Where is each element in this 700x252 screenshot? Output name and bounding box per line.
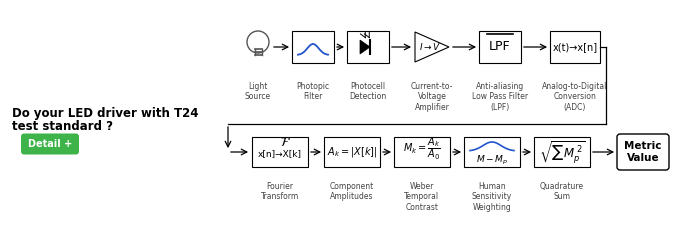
Text: x[n]→X[k]: x[n]→X[k] — [258, 149, 302, 159]
Text: $M-M_p$: $M-M_p$ — [476, 153, 508, 167]
FancyBboxPatch shape — [252, 137, 308, 167]
Text: Light
Source: Light Source — [245, 82, 271, 101]
Text: Analog-to-Digital
Conversion
(ADC): Analog-to-Digital Conversion (ADC) — [542, 82, 608, 112]
FancyBboxPatch shape — [617, 134, 669, 170]
Text: $A_k = |X[k]|$: $A_k = |X[k]|$ — [327, 145, 377, 159]
FancyBboxPatch shape — [394, 137, 450, 167]
Text: x(t)→x[n]: x(t)→x[n] — [552, 42, 598, 52]
FancyBboxPatch shape — [21, 134, 79, 154]
Text: Metric
Value: Metric Value — [624, 141, 661, 163]
Text: Component
Amplitudes: Component Amplitudes — [330, 182, 374, 201]
FancyBboxPatch shape — [479, 31, 521, 63]
FancyBboxPatch shape — [534, 137, 590, 167]
FancyBboxPatch shape — [347, 31, 389, 63]
Text: $I \rightarrow V$: $I \rightarrow V$ — [419, 42, 441, 52]
Text: LPF: LPF — [489, 41, 511, 53]
Text: Quadrature
Sum: Quadrature Sum — [540, 182, 584, 201]
Text: Photopic
Filter: Photopic Filter — [296, 82, 330, 101]
Text: Human
Sensitivity
Weighting: Human Sensitivity Weighting — [472, 182, 512, 212]
Text: test standard ?: test standard ? — [12, 119, 113, 133]
Text: Current-to-
Voltage
Amplifier: Current-to- Voltage Amplifier — [411, 82, 453, 112]
FancyBboxPatch shape — [464, 137, 520, 167]
Text: Fourier
Transform: Fourier Transform — [261, 182, 299, 201]
FancyBboxPatch shape — [324, 137, 380, 167]
Text: $\sqrt{\sum M_p^{\ 2}}$: $\sqrt{\sum M_p^{\ 2}}$ — [538, 139, 585, 165]
FancyBboxPatch shape — [550, 31, 600, 63]
Text: Detail +: Detail + — [28, 139, 72, 149]
Text: Do your LED driver with T24: Do your LED driver with T24 — [12, 108, 199, 120]
Text: Weber
Temporal
Contrast: Weber Temporal Contrast — [405, 182, 440, 212]
FancyBboxPatch shape — [292, 31, 334, 63]
Polygon shape — [360, 40, 370, 54]
Text: Anti-aliasing
Low Pass Filter
(LPF): Anti-aliasing Low Pass Filter (LPF) — [472, 82, 528, 112]
Text: $M_k = \dfrac{A_k}{A_0}$: $M_k = \dfrac{A_k}{A_0}$ — [403, 136, 441, 162]
Text: Photocell
Detection: Photocell Detection — [349, 82, 386, 101]
Text: $\mathcal{F}$: $\mathcal{F}$ — [279, 136, 290, 148]
